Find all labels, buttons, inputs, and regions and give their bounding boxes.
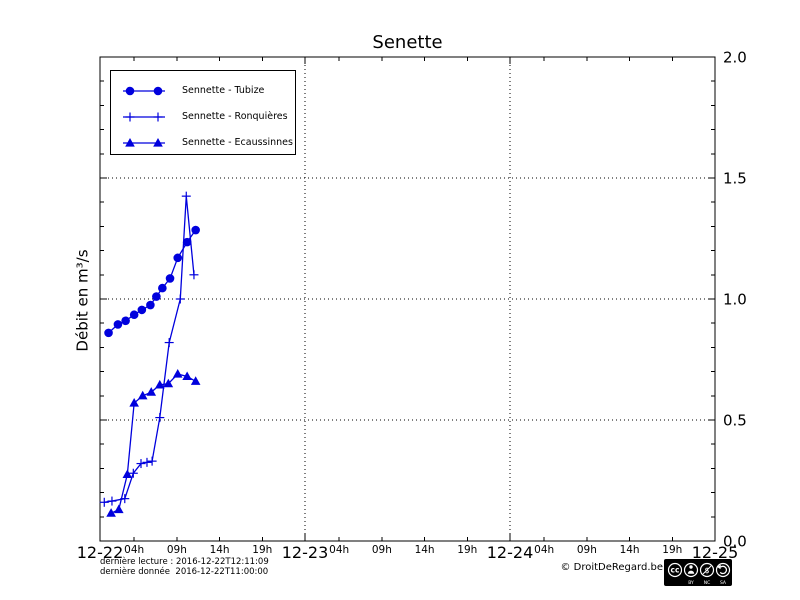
marker-triangle-ecaussinnes bbox=[190, 376, 201, 385]
marker-circle-tubize bbox=[191, 225, 200, 235]
x-axis-hour-label: 09h bbox=[372, 544, 392, 556]
legend-label: Sennette - Tubize bbox=[182, 85, 265, 96]
marker-circle-tubize bbox=[137, 305, 147, 315]
cc-by-body bbox=[687, 570, 695, 574]
legend-marker-plus-icon bbox=[123, 112, 165, 121]
marker-triangle-ecaussinnes bbox=[153, 137, 163, 147]
x-axis-hour-label: 14h bbox=[415, 544, 435, 556]
cc-nc-icon bbox=[699, 562, 715, 578]
x-axis-day-label: 12-25 bbox=[692, 543, 739, 562]
x-axis-hour-label: 19h bbox=[252, 544, 272, 556]
cc-by-icon bbox=[683, 562, 699, 578]
marker-circle-tubize bbox=[125, 86, 135, 95]
marker-circle-tubize bbox=[173, 253, 183, 263]
y-axis-tick-label: 2.0 bbox=[723, 49, 747, 67]
legend-marker-circle-icon bbox=[123, 86, 165, 95]
marker-circle-tubize bbox=[182, 237, 192, 247]
marker-circle-tubize bbox=[129, 310, 139, 320]
cc-by-label: BY bbox=[688, 580, 694, 586]
x-axis-day-label: 12-23 bbox=[282, 543, 329, 562]
marker-triangle-ecaussinnes bbox=[137, 390, 148, 400]
copyright-text: © DroitDeRegard.be bbox=[560, 562, 663, 573]
x-axis-hour-label: 04h bbox=[534, 544, 554, 556]
marker-triangle-ecaussinnes bbox=[172, 369, 183, 378]
marker-triangle-ecaussinnes bbox=[113, 504, 124, 514]
marker-circle-tubize bbox=[104, 328, 113, 338]
legend-item-ecaussinnes: Sennette - Ecaussinnes bbox=[111, 130, 295, 155]
legend-item-ronquieres: Sennette - Ronquières bbox=[111, 104, 295, 129]
marker-triangle-ecaussinnes bbox=[182, 371, 192, 381]
y-axis-tick-label: 0.0 bbox=[723, 533, 747, 551]
x-axis-hour-label: 14h bbox=[210, 544, 230, 556]
marker-triangle-ecaussinnes bbox=[125, 137, 135, 147]
marker-triangle-ecaussinnes bbox=[163, 378, 174, 388]
marker-circle-tubize bbox=[165, 274, 175, 283]
x-axis-hour-label: 04h bbox=[329, 544, 349, 556]
marker-circle-tubize bbox=[146, 300, 155, 310]
marker-circle-tubize bbox=[152, 292, 161, 301]
y-axis-tick-label: 1.5 bbox=[723, 170, 747, 188]
footnotes: dernière lecture : 2016-12-22T12:11:09 d… bbox=[100, 557, 269, 577]
marker-triangle-ecaussinnes bbox=[106, 508, 116, 517]
cc-sa-label: SA bbox=[720, 580, 727, 586]
legend-label: Sennette - Ronquières bbox=[182, 111, 288, 122]
cc-icon-text: cc bbox=[671, 566, 680, 575]
marker-circle-tubize bbox=[113, 320, 123, 329]
marker-triangle-ecaussinnes bbox=[129, 398, 139, 407]
marker-circle-tubize bbox=[158, 283, 167, 293]
x-axis-day-label: 12-24 bbox=[487, 543, 534, 562]
marker-triangle-ecaussinnes bbox=[122, 469, 133, 479]
cc-sa-arrow-head bbox=[717, 564, 721, 570]
y-axis-tick-label: 0.5 bbox=[723, 412, 747, 430]
x-axis-hour-label: 09h bbox=[167, 544, 187, 556]
last-reading-note: dernière lecture : 2016-12-22T12:11:09 bbox=[100, 557, 269, 567]
legend: Sennette - Tubize Sennette - Ronquières … bbox=[110, 70, 296, 155]
legend-item-tubize: Sennette - Tubize bbox=[111, 78, 295, 103]
legend-label: Sennette - Ecaussinnes bbox=[182, 137, 293, 148]
cc-icon bbox=[667, 562, 683, 578]
x-axis-hour-label: 14h bbox=[620, 544, 640, 556]
marker-circle-tubize bbox=[153, 86, 163, 95]
cc-nc-slash bbox=[702, 565, 712, 575]
x-axis-hour-label: 19h bbox=[457, 544, 477, 556]
x-axis-hour-label: 19h bbox=[662, 544, 682, 556]
chart-title: Senette bbox=[372, 32, 443, 53]
series-line-tubize bbox=[108, 229, 197, 334]
cc-badge-background bbox=[664, 559, 732, 586]
x-axis-day-label: 12-22 bbox=[77, 543, 124, 562]
y-axis-tick-label: 1.0 bbox=[723, 291, 747, 309]
x-axis-hour-label: 09h bbox=[577, 544, 597, 556]
marker-circle-tubize bbox=[121, 316, 130, 326]
marker-triangle-ecaussinnes bbox=[146, 387, 157, 396]
last-data-note: dernière donnée 2016-12-22T11:00:00 bbox=[100, 567, 269, 577]
legend-marker-triangle-icon bbox=[123, 137, 165, 147]
y-axis-title: Débit en m³/s bbox=[73, 249, 92, 352]
cc-nc-label: NC bbox=[704, 580, 711, 586]
series-line-ronquieres bbox=[104, 196, 195, 503]
cc-by-head bbox=[689, 565, 693, 569]
cc-sa-icon bbox=[715, 562, 731, 578]
marker-triangle-ecaussinnes bbox=[154, 379, 165, 389]
cc-license-badge: cc $ BY NC SA bbox=[664, 559, 732, 586]
cc-sa-arrow-arc bbox=[719, 565, 728, 575]
x-axis-hour-label: 04h bbox=[124, 544, 144, 556]
